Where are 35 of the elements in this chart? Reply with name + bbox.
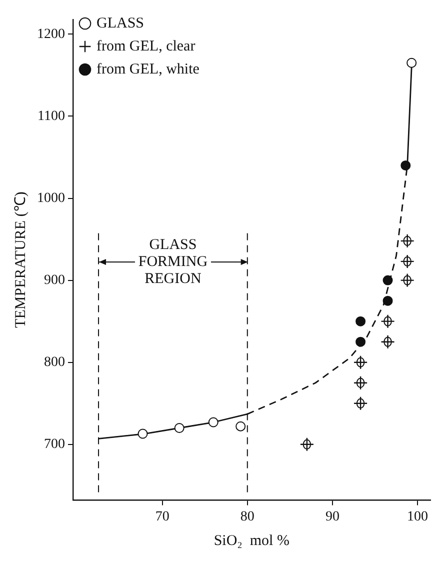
x-tick-label: 80	[240, 509, 254, 524]
legend-label: from GEL, clear	[96, 38, 196, 54]
point	[382, 296, 393, 306]
point	[356, 316, 366, 326]
annotation: GLASS FORMING REGION	[138, 236, 208, 287]
legend-label: GLASS	[96, 15, 144, 32]
y-tick-label: 1200	[37, 26, 65, 42]
point	[406, 58, 417, 68]
y-tick-label: 1100	[38, 108, 65, 124]
x-tick-label: 100	[407, 509, 428, 524]
y-tick-label: 900	[44, 272, 65, 288]
point	[400, 254, 414, 269]
point	[382, 275, 393, 286]
point	[400, 234, 414, 248]
x-tick-label: 90	[325, 509, 340, 524]
point	[380, 314, 395, 328]
y-tick-label: 800	[44, 355, 65, 370]
x-tick-label: 70	[155, 509, 170, 524]
point	[353, 376, 368, 390]
point	[236, 421, 246, 432]
y-tick-label: 700	[44, 437, 65, 452]
x-axis-title: SiO₂ mol %	[214, 532, 290, 549]
point	[400, 160, 411, 170]
legend-label: from GEL, white	[96, 61, 200, 78]
point	[138, 428, 148, 439]
point	[208, 417, 218, 428]
point	[300, 437, 314, 452]
y-tick-label: 1000	[37, 190, 65, 206]
point	[174, 423, 184, 433]
point	[353, 396, 368, 410]
point	[353, 355, 368, 370]
y-axis-title: TEMPERATURE (℃)	[12, 192, 29, 328]
point	[380, 334, 395, 349]
point	[400, 273, 414, 288]
point	[356, 336, 366, 347]
